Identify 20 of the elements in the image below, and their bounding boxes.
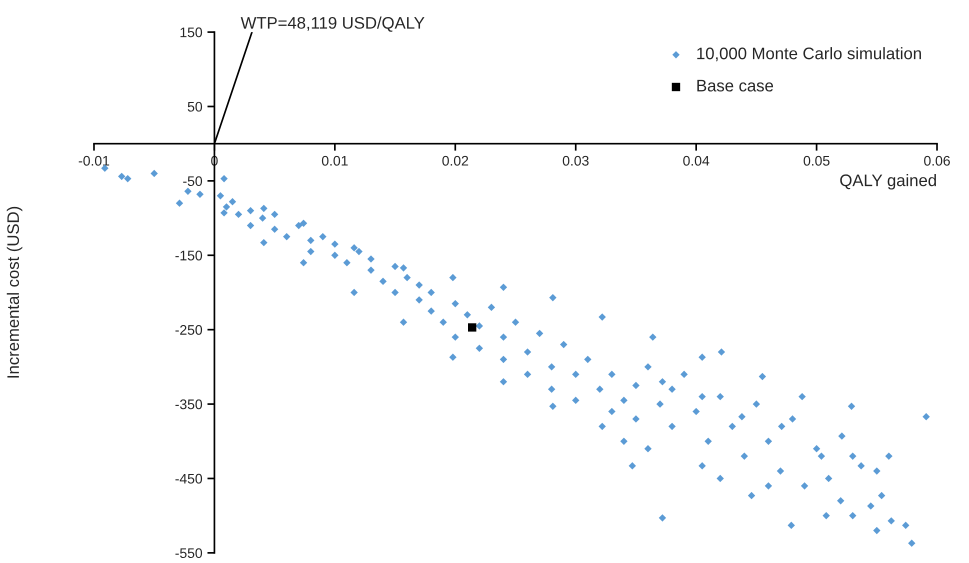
x-tick-label: 0.06 — [924, 156, 950, 166]
x-tick-label: 0.05 — [804, 156, 830, 166]
y-tick-label: -550 — [175, 548, 202, 558]
x-tick-label: -0.01 — [78, 156, 110, 166]
y-tick-label: -50 — [183, 176, 202, 186]
legend-label: 10,000 Monte Carlo simulation — [697, 47, 921, 62]
y-tick-label: 150 — [180, 27, 202, 38]
x-tick-label: 0.01 — [322, 156, 348, 166]
x-axis-title: QALY gained — [840, 174, 936, 190]
x-tick-label: 0.03 — [562, 156, 589, 166]
y-tick-label: -350 — [175, 399, 202, 410]
x-tick-label: 0.02 — [442, 156, 468, 166]
y-tick-label: -450 — [175, 474, 202, 484]
y-tick-label: 50 — [188, 102, 202, 112]
y-tick-label: -250 — [175, 325, 202, 335]
y-axis-title: Incremental cost (USD) — [6, 206, 22, 378]
y-tick-label: -150 — [175, 250, 202, 260]
legend-label: Base case — [697, 80, 774, 92]
x-tick-label: 0.04 — [683, 156, 710, 166]
annotation: WTP=48,119 USD/QALY — [240, 16, 424, 32]
